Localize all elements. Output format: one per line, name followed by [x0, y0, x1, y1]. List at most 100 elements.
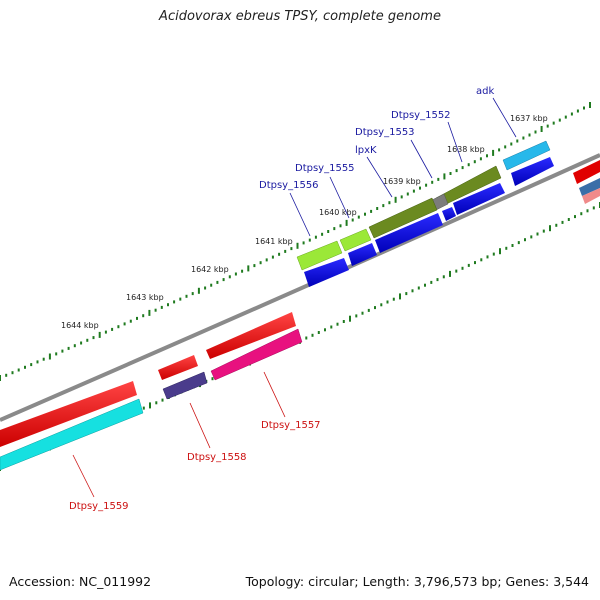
scale-tick [461, 166, 464, 170]
gene-dtpsy-1559[interactable] [0, 398, 144, 471]
scale-tick [48, 353, 51, 360]
scale-tick [67, 346, 70, 350]
accession-text: Accession: NC_011992 [9, 574, 152, 589]
gene-label-dtpsy-1558[interactable]: Dtpsy_1558 [187, 452, 247, 463]
scale-tick [129, 319, 132, 323]
scale-tick [361, 311, 364, 315]
scale-tick [455, 169, 458, 173]
gene-dtpsy-1556[interactable] [296, 240, 343, 271]
scale-tick [111, 327, 114, 331]
scale-tick [504, 145, 507, 149]
scale-tick [155, 401, 158, 405]
scale-tick [73, 344, 76, 348]
scale-tick [278, 252, 281, 256]
scale-tick [430, 280, 433, 284]
scale-tick [499, 248, 501, 255]
scale-tick [558, 118, 561, 122]
scale-tick [505, 246, 508, 250]
scale-tick [437, 177, 440, 181]
scale-tick [308, 238, 311, 242]
scale-tick [374, 306, 376, 310]
scale-tick [443, 173, 446, 180]
scale-tick [570, 112, 573, 116]
scale-label: 1644 kbp [61, 321, 99, 330]
scale-tick [17, 368, 20, 372]
scale-tick [98, 331, 101, 338]
scale-tick [210, 283, 213, 287]
gene-labels: adk Dtpsy_1552 Dtpsy_1553 lpxK Dtpsy_155… [69, 86, 494, 512]
scale-tick [321, 232, 324, 236]
scale-tick [92, 336, 95, 340]
gene-adk[interactable] [502, 140, 551, 171]
scale-tick [386, 300, 389, 304]
gene-label-dtpsy-1556[interactable]: Dtpsy_1556 [259, 180, 319, 191]
scale-tick [542, 229, 545, 233]
scale-tick [467, 263, 470, 267]
scale-tick [419, 186, 421, 190]
gene-label-dtpsy-1553[interactable]: Dtpsy_1553 [355, 127, 415, 138]
scale-tick [555, 223, 558, 227]
scale-tick [197, 287, 200, 294]
gene-label-lpxk[interactable]: lpxK [355, 145, 377, 156]
scale-tick [247, 265, 250, 272]
forward-feature [442, 207, 456, 221]
scale-label: 1643 kbp [126, 293, 164, 302]
scale-tick [399, 293, 401, 300]
gene-label-dtpsy-1557[interactable]: Dtpsy_1557 [261, 420, 321, 431]
scale-tick [522, 136, 525, 140]
scale-tick [364, 212, 366, 216]
scale-tick [516, 139, 519, 143]
scale-tick [324, 328, 326, 332]
scale-tick [191, 292, 194, 296]
scale-tick [392, 297, 395, 301]
gene-dtpsy-1557[interactable] [210, 328, 303, 381]
outer-scale-ticks [0, 102, 591, 381]
gene-dtpsy-1558[interactable] [162, 371, 208, 400]
scale-tick [400, 195, 403, 199]
scale-tick [142, 314, 145, 318]
scale-tick [330, 325, 333, 329]
scale-label: 1640 kbp [319, 208, 357, 217]
gene-label-dtpsy-1559[interactable]: Dtpsy_1559 [69, 501, 129, 512]
scale-tick [370, 209, 373, 213]
leader-lpxk [366, 156, 393, 198]
scale-tick [61, 349, 64, 353]
scale-tick [123, 322, 126, 326]
scale-tick [314, 235, 317, 239]
scale-label: 1637 kbp [510, 114, 548, 123]
scale-tick [173, 300, 176, 304]
gene-label-adk[interactable]: adk [476, 86, 494, 97]
leader-adk [492, 97, 517, 138]
scale-tick [339, 224, 342, 228]
scale-tick [546, 124, 549, 128]
scale-tick [42, 357, 45, 361]
scale-tick [530, 235, 533, 239]
scale-tick [167, 303, 169, 307]
reverse-gene-track [0, 312, 303, 471]
scale-tick [24, 365, 26, 369]
scale-tick [185, 294, 188, 298]
scale-tick [592, 206, 595, 210]
leader-dtpsy-1558 [189, 402, 211, 449]
scale-tick [241, 269, 244, 273]
scale-tick [580, 212, 583, 216]
scale-tick [467, 163, 470, 167]
gene-dtpsy-1555[interactable] [339, 228, 372, 252]
scale-tick [142, 406, 145, 410]
scale-tick [179, 297, 182, 301]
scale-tick [510, 142, 513, 146]
scale-tick [479, 157, 482, 161]
scale-tick [211, 377, 214, 381]
gene-label-dtpsy-1555[interactable]: Dtpsy_1555 [295, 163, 355, 174]
gene-lpxk[interactable] [368, 197, 438, 239]
gene-label-dtpsy-1552[interactable]: Dtpsy_1552 [391, 110, 451, 121]
scale-tick [154, 308, 157, 312]
scale-tick [342, 320, 345, 323]
scale-tick [388, 201, 391, 205]
scale-tick [449, 270, 451, 277]
scale-tick [367, 308, 370, 312]
forward-feature [304, 258, 349, 287]
scale-tick [461, 266, 464, 270]
